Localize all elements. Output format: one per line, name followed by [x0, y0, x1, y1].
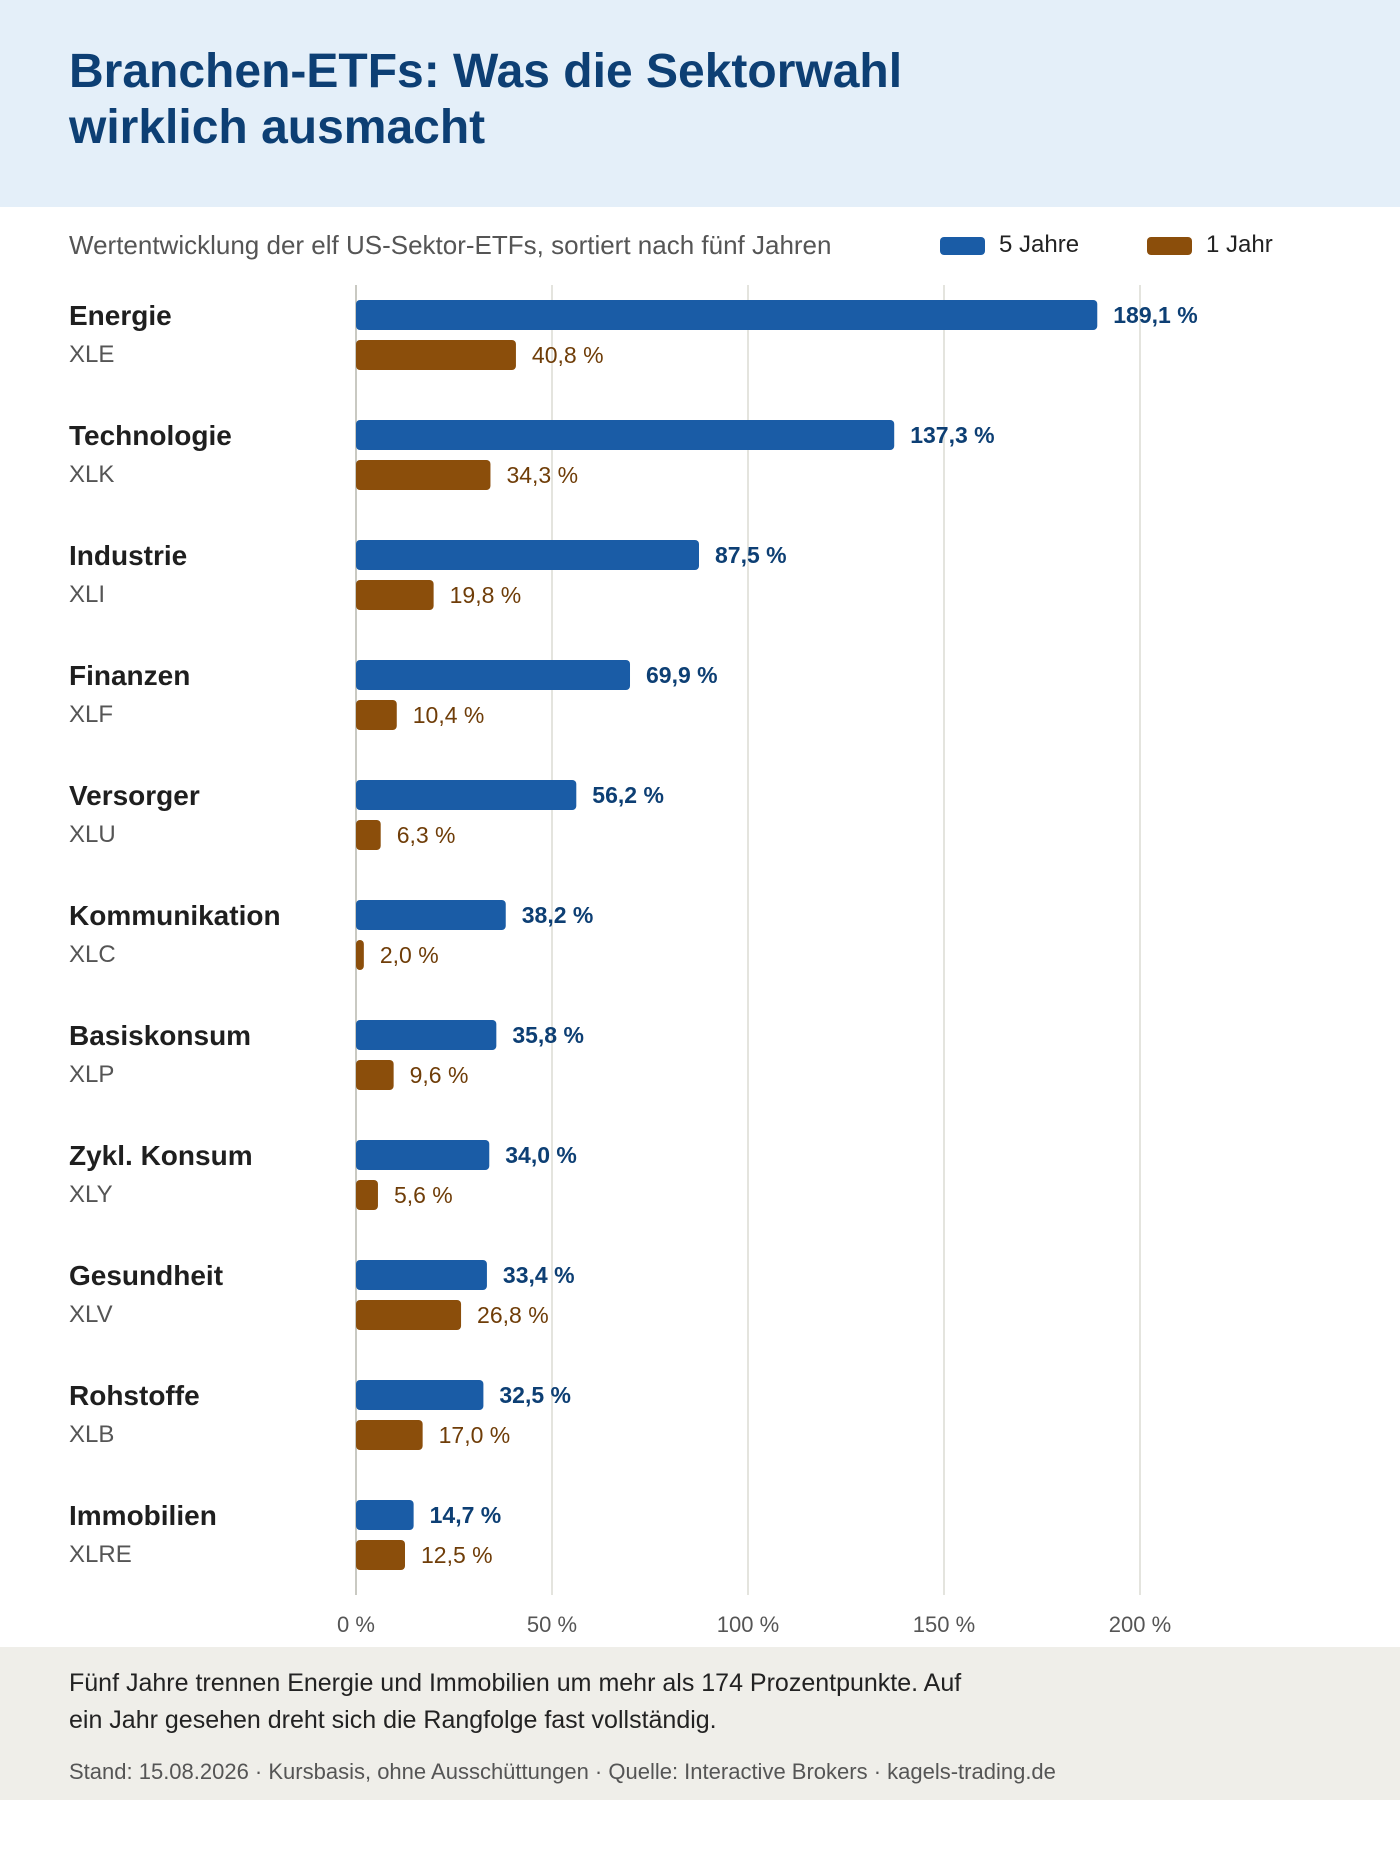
data-label-5-jahre-xlk: 137,3 %: [910, 422, 994, 448]
legend-swatch-1-jahr: [1147, 237, 1192, 255]
bar-1-jahr-xlv: [356, 1300, 462, 1330]
ticker-label-xlv: XLV: [69, 1301, 113, 1328]
bar-1-jahr-xli: [356, 580, 434, 610]
takeaway-line-2: ein Jahr gesehen dreht sich die Rangfolg…: [69, 1706, 717, 1734]
bar-1-jahr-xlre: [356, 1540, 405, 1570]
data-label-1-jahr-xlk: 34,3 %: [506, 462, 578, 488]
ticker-label-xli: XLI: [69, 581, 105, 608]
data-label-5-jahre-xlc: 38,2 %: [522, 902, 594, 928]
x-tick-label-0: 0 %: [337, 1612, 375, 1637]
footer-band: [0, 1647, 1400, 1800]
bar-1-jahr-xlk: [356, 460, 491, 490]
data-label-5-jahre-xlf: 69,9 %: [646, 662, 718, 688]
category-label-xlb: Rohstoffe: [69, 1380, 200, 1411]
data-label-1-jahr-xlp: 9,6 %: [410, 1062, 469, 1088]
bar-1-jahr-xlc: [356, 940, 364, 970]
data-label-5-jahre-xlu: 56,2 %: [592, 782, 664, 808]
title-line-1: Branchen-ETFs: Was die Sektorwahl: [69, 45, 903, 98]
bar-5-jahre-xlv: [356, 1260, 487, 1290]
title-line-2: wirklich ausmacht: [69, 101, 486, 154]
legend-label-5-jahre: 5 Jahre: [999, 231, 1080, 258]
category-label-xli: Industrie: [69, 540, 187, 571]
chart-subtitle: Wertentwicklung der elf US-Sektor-ETFs, …: [69, 230, 832, 260]
legend-swatch-5-jahre: [940, 237, 985, 255]
bar-5-jahre-xlre: [356, 1500, 414, 1530]
ticker-label-xlu: XLU: [69, 821, 116, 848]
bar-1-jahr-xly: [356, 1180, 378, 1210]
category-label-xlre: Immobilien: [69, 1500, 217, 1531]
category-label-xlu: Versorger: [69, 780, 200, 811]
bar-5-jahre-xlk: [356, 420, 895, 450]
bar-1-jahr-xle: [356, 340, 516, 370]
bar-5-jahre-xlf: [356, 660, 631, 690]
legend-label-1-jahr: 1 Jahr: [1206, 231, 1273, 258]
header-band: Branchen-ETFs: Was die Sektorwahl wirkli…: [0, 0, 1400, 207]
category-label-xlk: Technologie: [69, 420, 232, 451]
bar-chart: 0 % 50 % 100 % 150 % 200 % Energie XLE 189,1 % 4…: [69, 285, 1198, 1637]
bar-1-jahr-xlp: [356, 1060, 394, 1090]
x-tick-label-200: 200 %: [1109, 1612, 1171, 1637]
data-label-5-jahre-xlv: 33,4 %: [503, 1262, 575, 1288]
bar-1-jahr-xlf: [356, 700, 397, 730]
ticker-label-xlp: XLP: [69, 1061, 114, 1088]
bar-1-jahr-xlb: [356, 1420, 423, 1450]
data-label-1-jahr-xlb: 17,0 %: [439, 1422, 511, 1448]
ticker-label-xlb: XLB: [69, 1421, 114, 1448]
data-label-1-jahr-xli: 19,8 %: [450, 582, 522, 608]
category-label-xly: Zykl. Konsum: [69, 1140, 253, 1171]
ticker-label-xlk: XLK: [69, 461, 114, 488]
data-label-1-jahr-xlu: 6,3 %: [397, 822, 456, 848]
ticker-label-xlre: XLRE: [69, 1541, 132, 1568]
ticker-label-xlc: XLC: [69, 941, 116, 968]
bar-5-jahre-xlu: [356, 780, 577, 810]
data-label-5-jahre-xlp: 35,8 %: [512, 1022, 584, 1048]
footer-source-note: Stand: 15.08.2026 · Kursbasis, ohne Auss…: [69, 1759, 1056, 1784]
bar-5-jahre-xly: [356, 1140, 490, 1170]
data-label-1-jahr-xlc: 2,0 %: [380, 942, 439, 968]
bar-5-jahre-xli: [356, 540, 699, 570]
ticker-label-xly: XLY: [69, 1181, 113, 1208]
data-label-5-jahre-xli: 87,5 %: [715, 542, 787, 568]
ticker-label-xle: XLE: [69, 341, 114, 368]
category-label-xlf: Finanzen: [69, 660, 190, 691]
bar-5-jahre-xlp: [356, 1020, 497, 1050]
page-title: Branchen-ETFs: Was die Sektorwahl wirkli…: [69, 44, 1169, 156]
x-tick-label-150: 150 %: [913, 1612, 975, 1637]
data-label-1-jahr-xle: 40,8 %: [532, 342, 604, 368]
data-label-1-jahr-xlre: 12,5 %: [421, 1542, 493, 1568]
category-label-xlp: Basiskonsum: [69, 1020, 251, 1051]
x-tick-label-50: 50 %: [527, 1612, 577, 1637]
data-label-1-jahr-xlv: 26,8 %: [477, 1302, 549, 1328]
bar-5-jahre-xle: [356, 300, 1098, 330]
data-label-5-jahre-xle: 189,1 %: [1113, 302, 1197, 328]
category-label-xlv: Gesundheit: [69, 1260, 223, 1291]
data-label-5-jahre-xly: 34,0 %: [505, 1142, 577, 1168]
takeaway-line-1: Fünf Jahre trennen Energie und Immobilie…: [69, 1669, 962, 1697]
bar-1-jahr-xlu: [356, 820, 381, 850]
data-label-5-jahre-xlre: 14,7 %: [430, 1502, 502, 1528]
category-label-xlc: Kommunikation: [69, 900, 281, 931]
data-label-1-jahr-xly: 5,6 %: [394, 1182, 453, 1208]
x-tick-label-100: 100 %: [717, 1612, 779, 1637]
data-label-1-jahr-xlf: 10,4 %: [413, 702, 485, 728]
category-label-xle: Energie: [69, 300, 172, 331]
bar-5-jahre-xlb: [356, 1380, 484, 1410]
bar-5-jahre-xlc: [356, 900, 506, 930]
data-label-5-jahre-xlb: 32,5 %: [499, 1382, 571, 1408]
footer-takeaway: Fünf Jahre trennen Energie und Immobilie…: [69, 1665, 1069, 1739]
ticker-label-xlf: XLF: [69, 701, 113, 728]
